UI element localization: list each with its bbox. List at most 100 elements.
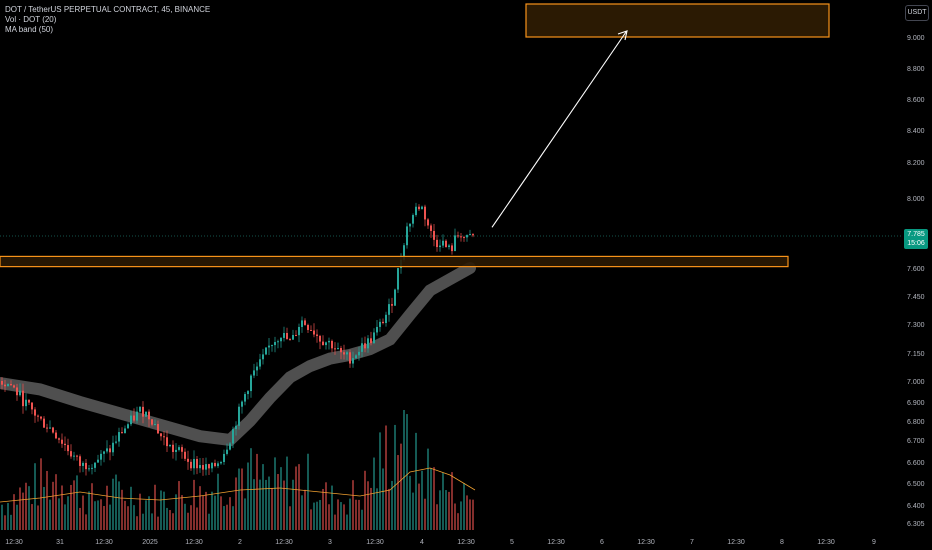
volume-indicator-label[interactable]: Vol · DOT (20) — [5, 15, 57, 24]
volume-bar — [40, 458, 42, 530]
candle-body — [28, 399, 30, 403]
symbol-title[interactable]: DOT / TetherUS PERPETUAL CONTRACT, 45, B… — [5, 5, 211, 14]
candle-body — [262, 354, 264, 360]
candle-body — [409, 223, 411, 227]
trend-arrow[interactable] — [491, 31, 627, 228]
candle-body — [181, 447, 183, 452]
candle-body — [1, 381, 3, 385]
volume-bar — [133, 505, 135, 530]
volume-bar — [97, 500, 99, 530]
candle-body — [49, 427, 51, 429]
volume-bar — [91, 483, 93, 530]
bar-countdown: 15:06 — [907, 240, 925, 247]
y-tick-label: 6.600 — [907, 460, 925, 467]
candle-body — [151, 419, 153, 425]
volume-bar — [364, 470, 366, 530]
volume-bar — [307, 453, 309, 530]
support-zone[interactable] — [0, 255, 789, 268]
candle-body — [121, 432, 123, 434]
x-tick-label: 12:30 — [185, 539, 203, 546]
volume-bar — [157, 516, 159, 530]
candle-body — [439, 245, 441, 248]
candle-body — [412, 215, 414, 224]
candle-body — [265, 347, 267, 355]
candle-body — [16, 387, 18, 396]
volume-bar — [37, 505, 39, 530]
candle-body — [31, 402, 33, 410]
volume-bar — [430, 468, 432, 530]
volume-bar — [322, 488, 324, 530]
volume-bar — [358, 499, 360, 530]
candle-body — [448, 245, 450, 248]
candle-body — [145, 411, 147, 417]
candle-body — [253, 370, 255, 376]
x-tick-label: 12:30 — [547, 539, 565, 546]
volume-bar — [292, 479, 294, 530]
y-tick-label: 8.800 — [907, 66, 925, 73]
candle-body — [211, 462, 213, 469]
candle-body — [226, 449, 228, 454]
candle-body — [259, 359, 261, 367]
volume-bar — [31, 504, 33, 530]
volume-bar — [199, 486, 201, 530]
candle-body — [199, 465, 201, 469]
volume-bar — [235, 477, 237, 530]
volume-bar — [253, 479, 255, 530]
candle-body — [184, 451, 186, 459]
volume-bar — [196, 507, 198, 530]
candle-body — [109, 448, 111, 453]
volume-bar — [85, 514, 87, 530]
candle-body — [34, 409, 36, 416]
volume-bar — [352, 480, 354, 530]
volume-bar — [52, 481, 54, 530]
candle-body — [88, 468, 90, 470]
volume-bar — [409, 475, 411, 530]
candle-body — [364, 343, 366, 349]
volume-bar — [289, 506, 291, 530]
y-tick-label: 6.400 — [907, 503, 925, 510]
volume-bar — [4, 515, 6, 530]
candle-body — [22, 390, 24, 407]
volume-bar — [124, 500, 126, 530]
candle-body — [85, 462, 87, 470]
candle-body — [334, 348, 336, 350]
candle-body — [46, 427, 48, 429]
volume-bar — [187, 512, 189, 530]
candle-body — [367, 338, 369, 349]
x-tick-label: 12:30 — [366, 539, 384, 546]
x-tick-label: 12:30 — [275, 539, 293, 546]
y-tick-label: 7.000 — [907, 379, 925, 386]
y-tick-label: 7.600 — [907, 266, 925, 273]
volume-ma-line — [0, 467, 476, 503]
time-axis[interactable]: 12:30 31 12:30 2025 12:30 2 12:30 3 12:30 4 12:30 5… — [5, 539, 876, 546]
volume-bar — [112, 478, 114, 530]
currency-button[interactable]: USDT — [905, 5, 929, 21]
volume-bar — [394, 424, 396, 530]
volume-bar — [457, 513, 459, 530]
volume-bar — [301, 495, 303, 530]
candle-body — [319, 335, 321, 342]
candle-body — [277, 341, 279, 343]
arrow-head-icon — [617, 30, 628, 41]
volume-bar — [154, 484, 156, 530]
candle-body — [346, 352, 348, 355]
volume-bar — [232, 506, 234, 530]
candle-body — [445, 240, 447, 248]
x-tick-label: 12:30 — [457, 539, 475, 546]
volume-bar — [46, 470, 48, 530]
ma-band-indicator-label[interactable]: MA band (50) — [5, 25, 54, 34]
volume-bar — [175, 494, 177, 530]
target-zone[interactable] — [525, 3, 830, 38]
candle-body — [250, 375, 252, 392]
x-tick-label: 12:30 — [637, 539, 655, 546]
candle-body — [37, 415, 39, 417]
candle-body — [82, 462, 84, 466]
candle-body — [220, 462, 222, 464]
volume-bar — [145, 500, 147, 530]
candle-body — [424, 206, 426, 220]
volume-bar — [181, 495, 183, 530]
volume-bar — [67, 496, 69, 530]
price-axis[interactable]: 9.000 8.800 8.600 8.400 8.200 8.000 7.600 7.450… — [907, 35, 925, 528]
x-tick-label: 12:30 — [727, 539, 745, 546]
